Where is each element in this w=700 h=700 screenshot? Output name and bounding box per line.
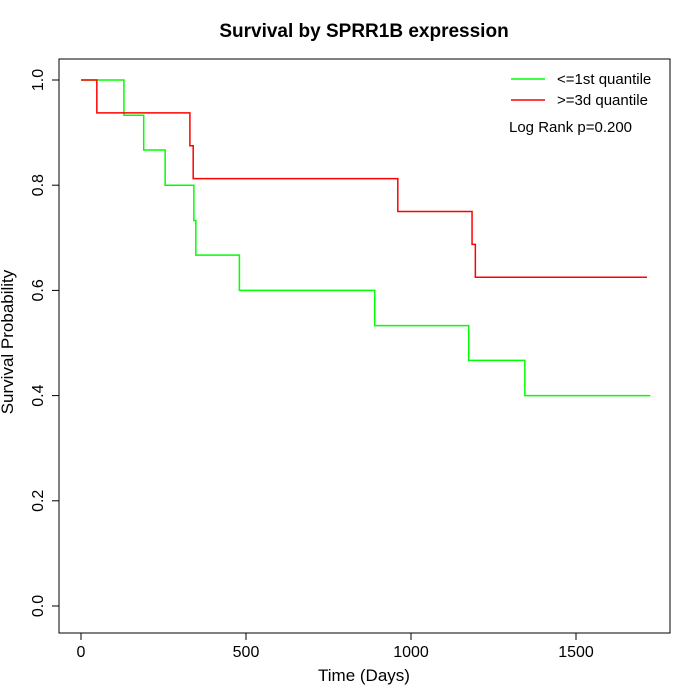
series-line-1 [81, 79, 651, 397]
x-tick-label: 0 [77, 644, 86, 661]
y-axis-label: Survival Probability [0, 269, 17, 414]
x-tick-label: 1500 [558, 644, 594, 661]
series-layer [81, 79, 651, 397]
series-line-2 [81, 79, 647, 278]
legend-label: <=1st quantile [557, 71, 651, 88]
y-tick-label: 0.4 [30, 384, 47, 406]
y-tick-label: 0.0 [30, 595, 47, 617]
log-rank-annotation: Log Rank p=0.200 [509, 119, 632, 136]
y-tick-label: 1.0 [30, 69, 47, 91]
legend: <=1st quantile >=3d quantile [511, 71, 651, 109]
y-tick-label: 0.8 [30, 174, 47, 196]
y-tick-label: 0.6 [30, 279, 47, 301]
x-axis-label: Time (Days) [318, 666, 410, 685]
chart-title: Survival by SPRR1B expression [219, 21, 508, 42]
y-tick-label: 0.2 [30, 490, 47, 512]
x-axis: 0 500 1000 1500 [77, 632, 594, 661]
legend-label: >=3d quantile [557, 92, 648, 109]
y-axis: 0.0 0.2 0.4 0.6 0.8 1.0 [30, 69, 60, 617]
x-tick-label: 500 [233, 644, 260, 661]
x-tick-label: 1000 [393, 644, 429, 661]
